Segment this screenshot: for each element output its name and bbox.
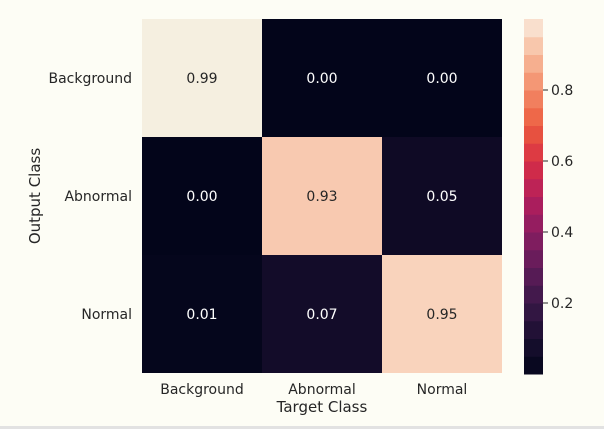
cell-value-label: 0.00 [426, 71, 457, 87]
colorbar-band [524, 72, 543, 91]
cell-value-label: 0.95 [426, 307, 457, 323]
colorbar-band [524, 90, 543, 109]
cell-value-label: 0.07 [306, 307, 337, 323]
colorbar-band [524, 125, 543, 144]
heatmap-cell [382, 255, 502, 373]
colorbar-tick-label: 0.6 [551, 154, 573, 170]
cell-value-label: 0.05 [426, 189, 457, 205]
colorbar-band [524, 36, 543, 55]
y-tick-label: Normal [81, 307, 132, 323]
colorbar-band [524, 285, 543, 304]
heatmap-cell [142, 19, 262, 137]
colorbar-band [524, 267, 543, 286]
cell-value-label: 0.00 [306, 71, 337, 87]
cell-value-label: 0.00 [186, 189, 217, 205]
heatmap-cell [382, 137, 502, 255]
colorbar-band [524, 54, 543, 73]
heatmap-cell [262, 19, 382, 137]
x-tick-label: Abnormal [288, 382, 356, 398]
colorbar-band [524, 356, 543, 375]
colorbar-tick-label: 0.2 [551, 296, 573, 312]
colorbar-band [524, 178, 543, 197]
heatmap-cell [262, 255, 382, 373]
colorbar-band [524, 107, 543, 126]
colorbar-band [524, 214, 543, 233]
colorbar-band [524, 196, 543, 215]
x-axis-title: Target Class [276, 398, 368, 416]
colorbar-band [524, 303, 543, 322]
colorbar-band [524, 320, 543, 339]
colorbar-band [524, 338, 543, 357]
cell-value-label: 0.01 [186, 307, 217, 323]
x-tick-label: Normal [417, 382, 468, 398]
bottom-divider [0, 426, 604, 429]
cell-value-label: 0.99 [186, 71, 217, 87]
colorbar-band [524, 161, 543, 180]
y-tick-label: Abnormal [64, 189, 132, 205]
colorbar-tick-label: 0.4 [551, 225, 573, 241]
colorbar-band [524, 143, 543, 162]
colorbar-band [524, 249, 543, 268]
x-tick-label: Background [160, 382, 244, 398]
colorbar-band [524, 19, 543, 38]
heatmap-cell [262, 137, 382, 255]
heatmap-cell [382, 19, 502, 137]
heatmap-cell [142, 255, 262, 373]
y-tick-label: Background [48, 71, 132, 87]
cell-value-label: 0.93 [306, 189, 337, 205]
colorbar-band [524, 232, 543, 251]
colorbar-tick-label: 0.8 [551, 83, 573, 99]
y-axis-title: Output Class [26, 148, 44, 245]
heatmap-cell [142, 137, 262, 255]
